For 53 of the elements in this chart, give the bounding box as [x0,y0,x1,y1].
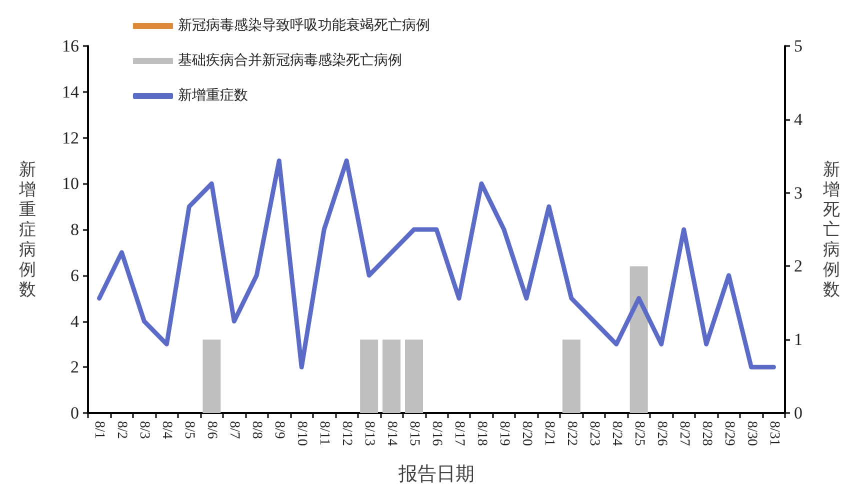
x-tick-label: 8/19 [496,421,512,446]
legend-label: 新增重症数 [178,88,248,104]
x-tick-label: 8/2 [114,421,130,439]
x-tick-label: 8/3 [136,421,152,439]
y-tick-label: 14 [62,82,80,102]
y2-tick-label: 4 [794,110,803,129]
x-tick-label: 8/20 [518,421,534,446]
y2-tick-label: 0 [794,404,802,422]
legend-label: 新冠病毒感染导致呼吸功能衰竭死亡病例 [178,18,430,34]
y-tick-label: 0 [70,404,79,422]
x-tick-label: 8/6 [204,421,220,439]
x-tick-label: 8/9 [272,421,287,439]
x-tick-label: 8/11 [316,421,332,446]
legend-label: 基础疾病合并新冠病毒感染死亡病例 [178,52,402,68]
y-tick-label: 16 [62,36,79,56]
x-tick-label: 8/16 [429,421,444,446]
x-tick-label: 8/27 [676,421,692,446]
y-tick-label: 8 [70,220,79,239]
y-tick-label: 6 [70,266,79,285]
y2-tick-label: 1 [794,330,802,350]
y2-axis-title: 新增死亡病例数 [822,160,840,299]
x-tick-label: 8/24 [608,421,624,446]
y2-tick-label: 5 [794,36,802,56]
x-tick-label: 8/29 [721,421,736,446]
x-tick-label: 8/13 [362,421,377,446]
x-tick-label: 8/7 [226,421,242,439]
line-series [96,158,776,370]
x-tick-label: 8/31 [766,421,782,446]
y-tick-label: 12 [62,128,79,148]
y2-tick-label: 2 [794,256,802,276]
x-tick-label: 8/8 [249,421,264,439]
y-tick-label: 10 [62,174,79,194]
x-tick-label: 8/14 [384,421,400,446]
x-tick-label: 8/23 [586,421,602,446]
x-tick-label: 8/1 [92,421,107,439]
x-tick-label: 8/5 [182,421,197,439]
y2-tick-label: 3 [794,183,802,202]
x-tick-label: 8/26 [654,421,669,446]
x-tick-label: 8/21 [541,421,556,446]
x-axis-title: 报告日期 [398,464,474,485]
x-tick-label: 8/4 [159,421,174,439]
x-tick-label: 8/18 [474,421,489,446]
y-tick-label: 2 [70,358,79,377]
x-tick-label: 8/30 [744,421,759,446]
y-tick-label: 4 [70,312,80,331]
x-tick-label: 8/28 [698,421,714,446]
y-axis-title: 新增重症病例数 [18,160,36,299]
x-tick-label: 8/25 [631,421,646,446]
x-tick-label: 8/10 [294,421,310,446]
x-tick-label: 8/12 [339,421,354,446]
x-tick-label: 8/15 [406,421,422,446]
x-tick-label: 8/22 [564,421,579,446]
x-tick-label: 8/17 [451,421,466,446]
